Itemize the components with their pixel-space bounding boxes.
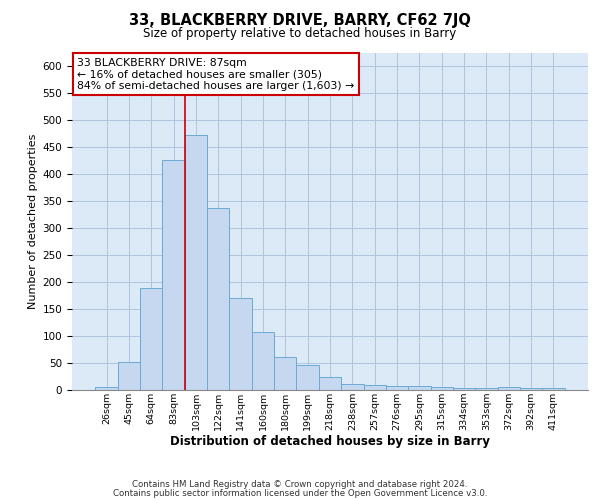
- Bar: [453, 388, 475, 390]
- Bar: [431, 388, 453, 390]
- Bar: [163, 160, 185, 390]
- Bar: [118, 362, 140, 390]
- Bar: [520, 388, 542, 390]
- Text: 33, BLACKBERRY DRIVE, BARRY, CF62 7JQ: 33, BLACKBERRY DRIVE, BARRY, CF62 7JQ: [129, 12, 471, 28]
- Y-axis label: Number of detached properties: Number of detached properties: [28, 134, 38, 309]
- Bar: [408, 386, 431, 390]
- Bar: [364, 384, 386, 390]
- Bar: [229, 298, 252, 390]
- Text: Contains HM Land Registry data © Crown copyright and database right 2024.: Contains HM Land Registry data © Crown c…: [132, 480, 468, 489]
- Text: 33 BLACKBERRY DRIVE: 87sqm
← 16% of detached houses are smaller (305)
84% of sem: 33 BLACKBERRY DRIVE: 87sqm ← 16% of deta…: [77, 58, 355, 91]
- Bar: [185, 134, 207, 390]
- Bar: [140, 288, 163, 390]
- X-axis label: Distribution of detached houses by size in Barry: Distribution of detached houses by size …: [170, 436, 490, 448]
- Text: Contains public sector information licensed under the Open Government Licence v3: Contains public sector information licen…: [113, 488, 487, 498]
- Bar: [475, 388, 497, 390]
- Bar: [207, 208, 229, 390]
- Bar: [296, 365, 319, 390]
- Text: Size of property relative to detached houses in Barry: Size of property relative to detached ho…: [143, 28, 457, 40]
- Bar: [341, 384, 364, 390]
- Bar: [497, 388, 520, 390]
- Bar: [274, 356, 296, 390]
- Bar: [386, 386, 408, 390]
- Bar: [95, 387, 118, 390]
- Bar: [319, 377, 341, 390]
- Bar: [542, 388, 565, 390]
- Bar: [252, 332, 274, 390]
